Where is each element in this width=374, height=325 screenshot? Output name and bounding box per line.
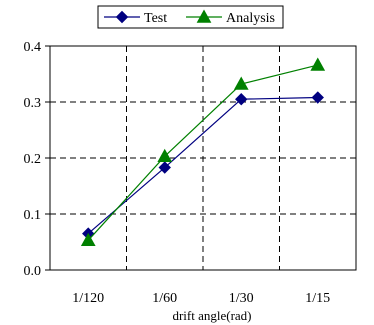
y-tick-label: 0.2 [24,152,42,167]
x-tick-label: 1/15 [305,291,330,306]
test-legend-label: Test [144,11,167,26]
tick-labels: 0.0 0.1 0.2 0.3 0.4 1/120 1/60 1/30 1/15 [24,40,331,306]
y-tick-label: 0.1 [24,208,42,223]
y-tick-label: 0.0 [24,264,42,279]
x-tick-label: 1/60 [152,291,177,306]
test-legend-marker [115,10,129,24]
test-data-point [311,91,324,104]
analysis-legend-marker [196,9,212,23]
grid-lines [45,45,356,271]
series-layer [80,57,326,247]
test-data-point [158,161,171,174]
legend: Test Analysis [97,5,284,29]
analysis-series-line [87,64,318,241]
analysis-data-point [310,57,326,71]
x-axis-label: drift angle(rad) [172,308,251,323]
analysis-data-point [80,232,96,247]
analysis-data-point [233,76,249,90]
test-series-line [87,96,318,235]
analysis-data-point [157,148,173,163]
y-tick-label: 0.4 [24,40,42,55]
analysis-legend-label: Analysis [226,11,275,26]
test-data-point [235,92,248,106]
y-tick-label: 0.3 [24,96,42,111]
x-tick-label: 1/120 [72,291,104,306]
x-tick-label: 1/30 [229,291,254,306]
